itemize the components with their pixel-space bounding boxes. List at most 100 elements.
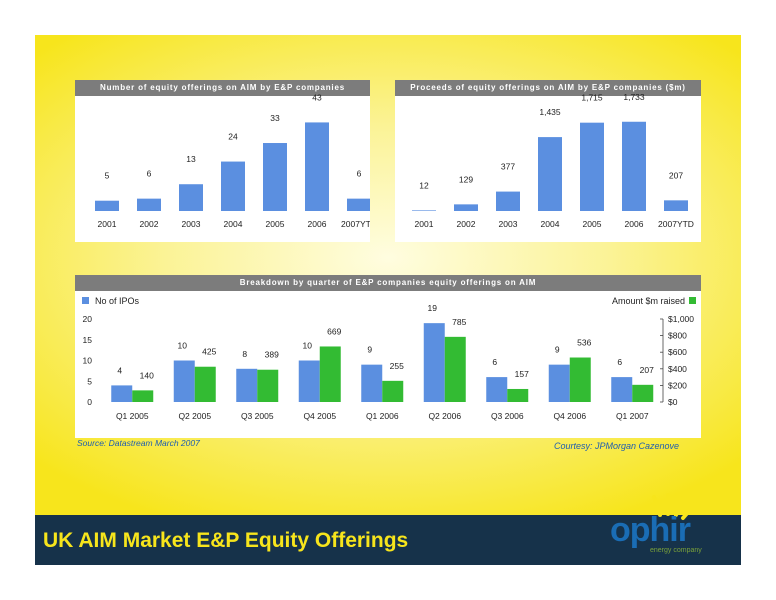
chart-panel-proceeds: Proceeds of equity offerings on AIM by E… (395, 80, 701, 242)
x-tick-label: Q4 2006 (553, 411, 586, 421)
quarterly-breakdown-chart: 0 5 10 15 20 $0 $200 $400 $600 $800 $1,000 4 140 Q1 2… (82, 296, 696, 421)
data-label: 6 (357, 169, 362, 179)
data-label-ipos: 6 (492, 357, 497, 367)
x-tick-label: 2006 (308, 219, 327, 229)
left-tick-label: 20 (83, 314, 93, 324)
data-label-ipos: 4 (117, 365, 122, 375)
data-label-amount: 140 (140, 370, 154, 380)
x-tick-label: 2004 (224, 219, 243, 229)
x-tick-label: Q1 2006 (366, 411, 399, 421)
chart-panel-quarterly: Breakdown by quarter of E&P companies eq… (75, 275, 701, 438)
data-label-ipos: 10 (178, 341, 188, 351)
legend-label-amount: Amount $m raised (612, 296, 685, 306)
right-tick-label: $200 (668, 380, 687, 390)
x-tick-label: Q4 2005 (303, 411, 336, 421)
data-label-amount: 389 (265, 350, 279, 360)
chart-title: Number of equity offerings on AIM by E&P… (75, 80, 370, 96)
x-tick-label: 2003 (182, 219, 201, 229)
data-label-ipos: 10 (303, 341, 313, 351)
data-label: 129 (459, 174, 473, 184)
bar (538, 137, 562, 211)
bar (263, 143, 287, 211)
bar (412, 210, 436, 211)
bar (95, 200, 119, 211)
data-label-amount: 207 (640, 365, 654, 375)
bar-amount (319, 346, 341, 402)
data-label-ipos: 9 (555, 345, 560, 355)
data-label: 207 (669, 170, 683, 180)
legend-swatch-ipos (82, 297, 89, 304)
data-label-amount: 157 (515, 369, 529, 379)
left-tick-label: 10 (83, 356, 93, 366)
bar-ipos (423, 323, 445, 402)
bar-ipos (486, 377, 508, 402)
x-tick-label: Q3 2005 (241, 411, 274, 421)
source-note: Source: Datastream March 2007 (77, 438, 200, 448)
offerings-count-chart: 5 2001 6 2002 13 2003 24 2004 33 2005 43 2006 6 2007Y… (95, 92, 370, 229)
data-label: 43 (312, 92, 322, 102)
data-label: 12 (419, 180, 429, 190)
bar (347, 198, 370, 211)
legend-label-ipos: No of IPOs (95, 296, 140, 306)
ophir-logo: ophir energy company (590, 493, 730, 563)
bar-amount (194, 366, 216, 402)
data-label-amount: 425 (202, 347, 216, 357)
left-tick-label: 5 (87, 376, 92, 386)
bar (305, 122, 329, 211)
data-label-ipos: 19 (428, 303, 438, 313)
data-label: 377 (501, 162, 515, 172)
x-tick-label: 2006 (625, 219, 644, 229)
bar-ipos (173, 360, 195, 402)
data-label: 1,435 (539, 107, 561, 117)
data-label-amount: 536 (577, 338, 591, 348)
data-label: 1,715 (581, 93, 603, 103)
proceeds-chart: 12 2001 129 2002 377 2003 1,435 2004 1,715 2005 1,… (412, 92, 694, 229)
right-tick-label: $800 (668, 331, 687, 341)
bar-ipos (548, 364, 570, 402)
x-tick-label: Q3 2006 (491, 411, 524, 421)
bar-amount (632, 384, 654, 402)
left-tick-label: 0 (87, 397, 92, 407)
bar-amount (257, 369, 279, 402)
bar (454, 204, 478, 211)
bar-ipos (236, 368, 258, 402)
legend-swatch-amount (689, 297, 696, 304)
data-label: 1,733 (623, 92, 645, 102)
bar-ipos (361, 364, 383, 402)
data-label: 5 (105, 171, 110, 181)
right-tick-label: $0 (668, 397, 678, 407)
x-tick-label: Q1 2007 (616, 411, 649, 421)
bar (496, 191, 520, 211)
right-tick-label: $1,000 (668, 314, 694, 324)
data-label-amount: 785 (452, 317, 466, 327)
bar-amount (132, 390, 154, 402)
data-label: 13 (186, 154, 196, 164)
x-tick-label: Q2 2005 (178, 411, 211, 421)
x-tick-label: 2001 (98, 219, 117, 229)
courtesy-note: Courtesy: JPMorgan Cazenove (554, 441, 680, 451)
bar (622, 121, 646, 211)
logo-wordmark: ophir (610, 511, 691, 549)
x-tick-label: 2004 (541, 219, 560, 229)
data-label-ipos: 6 (617, 357, 622, 367)
bar-ipos (611, 377, 633, 402)
bar (221, 161, 245, 211)
logo-sun-icon (652, 493, 697, 520)
bar (664, 200, 688, 211)
bar (137, 198, 161, 211)
left-tick-label: 15 (83, 335, 93, 345)
data-label: 6 (147, 169, 152, 179)
data-label: 24 (228, 132, 238, 142)
bar-amount (444, 336, 466, 402)
x-tick-label: 2005 (583, 219, 602, 229)
x-tick-label: 2007YTD (658, 219, 694, 229)
footer-bar: UK AIM Market E&P Equity Offerings ophir… (35, 493, 741, 565)
slide: Number of equity offerings on AIM by E&P… (35, 35, 741, 565)
logo-tagline: energy company (650, 547, 702, 554)
data-label-amount: 255 (390, 361, 404, 371)
chart-title: Proceeds of equity offerings on AIM by E… (395, 80, 701, 96)
right-tick-label: $400 (668, 364, 687, 374)
data-label-ipos: 9 (367, 345, 372, 355)
bar-amount (507, 388, 529, 402)
x-tick-label: Q1 2005 (116, 411, 149, 421)
